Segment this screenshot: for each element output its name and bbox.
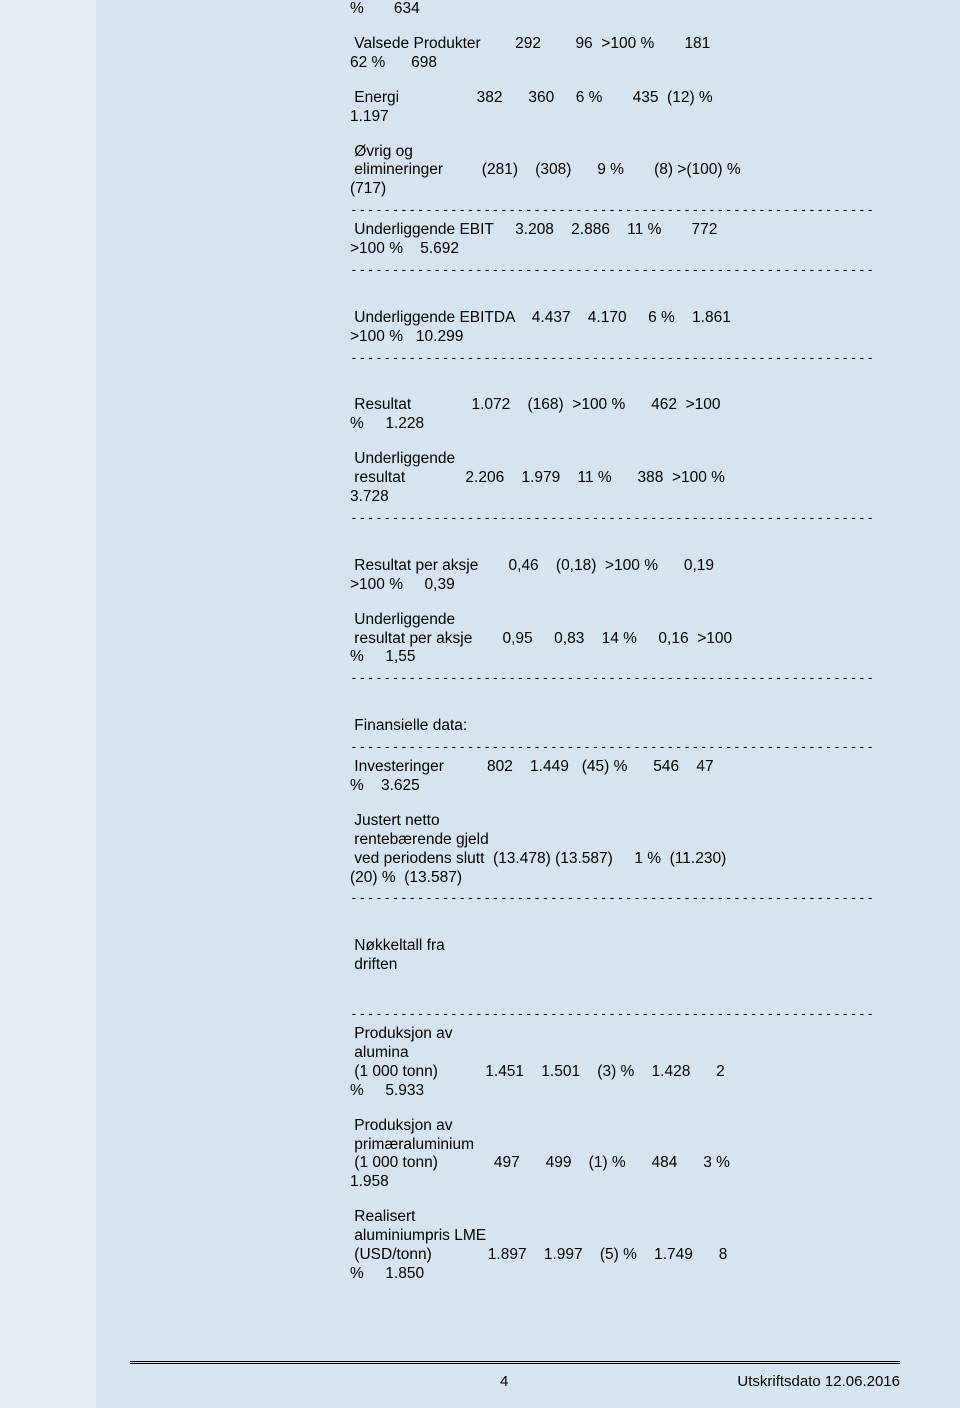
text-line: elimineringer (281) (308) 9 % (8) >(100)… <box>350 161 875 180</box>
blank-line <box>350 434 875 448</box>
separator-dashed: ----------------------------------------… <box>350 263 875 279</box>
text-line: Produksjon av <box>350 1117 875 1136</box>
text-line: Justert netto <box>350 812 875 831</box>
blank-line <box>350 366 875 380</box>
text-line: 62 % 698 <box>350 54 875 73</box>
text-line: 1.958 <box>350 1173 875 1192</box>
text-line: Energi 382 360 6 % 435 (12) % <box>350 89 875 108</box>
blank-line <box>350 380 875 394</box>
blank-line <box>350 989 875 1003</box>
blank-line <box>350 293 875 307</box>
text-line: (20) % (13.587) <box>350 869 875 888</box>
text-line: (USD/tonn) 1.897 1.997 (5) % 1.749 8 <box>350 1246 875 1265</box>
text-line: alumina <box>350 1044 875 1063</box>
separator-dashed: ----------------------------------------… <box>350 511 875 527</box>
blank-line <box>350 796 875 810</box>
text-line: Øvrig og <box>350 143 875 162</box>
blank-line <box>350 279 875 293</box>
text-line: Underliggende EBITDA 4.437 4.170 6 % 1.8… <box>350 309 875 328</box>
text-line: ved periodens slutt (13.478) (13.587) 1 … <box>350 850 875 869</box>
text-line: resultat per aksje 0,95 0,83 14 % 0,16 >… <box>350 630 875 649</box>
print-date: Utskriftsdato 12.06.2016 <box>737 1373 900 1390</box>
text-line: aluminiumpris LME <box>350 1227 875 1246</box>
text-line: (1 000 tonn) 497 499 (1) % 484 3 % <box>350 1154 875 1173</box>
document-body: % 634 Valsede Produkter 292 96 >100 % 18… <box>350 0 875 1284</box>
text-line: % 3.625 <box>350 777 875 796</box>
text-line: >100 % 5.692 <box>350 240 875 259</box>
text-line: Investeringer 802 1.449 (45) % 546 47 <box>350 758 875 777</box>
blank-line <box>350 701 875 715</box>
text-line: driften <box>350 956 875 975</box>
text-line: Underliggende <box>350 450 875 469</box>
text-line: Realisert <box>350 1208 875 1227</box>
text-line: Produksjon av <box>350 1025 875 1044</box>
text-line: Valsede Produkter 292 96 >100 % 181 <box>350 35 875 54</box>
text-line: Underliggende EBIT 3.208 2.886 11 % 772 <box>350 221 875 240</box>
blank-line <box>350 541 875 555</box>
text-line: rentebærende gjeld <box>350 831 875 850</box>
left-margin-band <box>0 0 96 1408</box>
text-line: % 1.850 <box>350 1265 875 1284</box>
text-line: Finansielle data: <box>350 717 875 736</box>
text-line: 1.197 <box>350 108 875 127</box>
text-line: >100 % 0,39 <box>350 576 875 595</box>
text-line: % 634 <box>350 0 875 19</box>
text-line: % 5.933 <box>350 1082 875 1101</box>
blank-line <box>350 687 875 701</box>
footer-rule <box>130 1361 900 1364</box>
separator-dashed: ----------------------------------------… <box>350 740 875 756</box>
blank-line <box>350 1101 875 1115</box>
text-line: Resultat per aksje 0,46 (0,18) >100 % 0,… <box>350 557 875 576</box>
blank-line <box>350 127 875 141</box>
separator-dashed: ----------------------------------------… <box>350 891 875 907</box>
separator-dashed: ----------------------------------------… <box>350 203 875 219</box>
text-line: Underliggende <box>350 611 875 630</box>
text-line: (717) <box>350 180 875 199</box>
separator-dashed: ----------------------------------------… <box>350 351 875 367</box>
blank-line <box>350 907 875 921</box>
text-line: >100 % 10.299 <box>350 328 875 347</box>
blank-line <box>350 595 875 609</box>
text-line: Nøkkeltall fra <box>350 937 875 956</box>
text-line: (1 000 tonn) 1.451 1.501 (3) % 1.428 2 <box>350 1063 875 1082</box>
separator-dashed: ----------------------------------------… <box>350 1007 875 1023</box>
separator-dashed: ----------------------------------------… <box>350 671 875 687</box>
text-line: Resultat 1.072 (168) >100 % 462 >100 <box>350 396 875 415</box>
blank-line <box>350 975 875 989</box>
blank-line <box>350 19 875 33</box>
text-line: % 1,55 <box>350 648 875 667</box>
blank-line <box>350 527 875 541</box>
blank-line <box>350 1192 875 1206</box>
blank-line <box>350 921 875 935</box>
text-line: resultat 2.206 1.979 11 % 388 >100 % <box>350 469 875 488</box>
page-number: 4 <box>500 1373 508 1390</box>
blank-line <box>350 73 875 87</box>
text-line: % 1.228 <box>350 415 875 434</box>
text-line: primæraluminium <box>350 1136 875 1155</box>
text-line: 3.728 <box>350 488 875 507</box>
